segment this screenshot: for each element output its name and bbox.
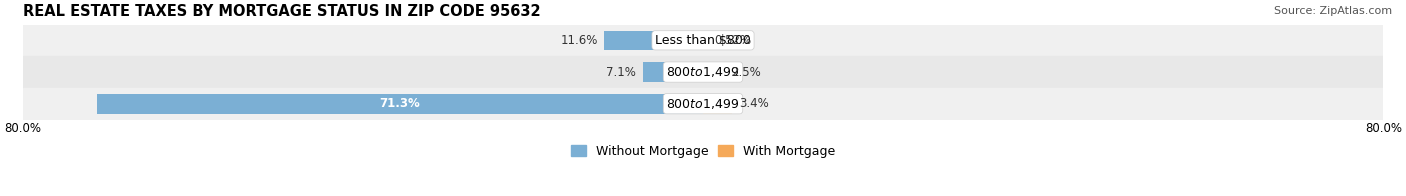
Text: $800 to $1,499: $800 to $1,499 bbox=[666, 97, 740, 111]
Bar bbox=[22, 88, 1384, 120]
Legend: Without Mortgage, With Mortgage: Without Mortgage, With Mortgage bbox=[565, 140, 841, 163]
Bar bbox=[703, 31, 707, 50]
Text: Less than $800: Less than $800 bbox=[655, 34, 751, 47]
Text: REAL ESTATE TAXES BY MORTGAGE STATUS IN ZIP CODE 95632: REAL ESTATE TAXES BY MORTGAGE STATUS IN … bbox=[22, 4, 540, 19]
Bar bbox=[703, 94, 733, 113]
Text: 0.52%: 0.52% bbox=[714, 34, 751, 47]
Text: $800 to $1,499: $800 to $1,499 bbox=[666, 65, 740, 79]
Bar bbox=[643, 62, 703, 82]
Bar bbox=[22, 24, 1384, 56]
Text: 3.4%: 3.4% bbox=[738, 97, 769, 110]
Text: 11.6%: 11.6% bbox=[560, 34, 598, 47]
Bar bbox=[97, 94, 703, 113]
Text: 7.1%: 7.1% bbox=[606, 65, 636, 79]
Bar bbox=[605, 31, 703, 50]
Text: 2.5%: 2.5% bbox=[731, 65, 761, 79]
Text: Source: ZipAtlas.com: Source: ZipAtlas.com bbox=[1274, 6, 1392, 16]
Bar bbox=[22, 56, 1384, 88]
Text: 71.3%: 71.3% bbox=[380, 97, 420, 110]
Bar bbox=[703, 62, 724, 82]
